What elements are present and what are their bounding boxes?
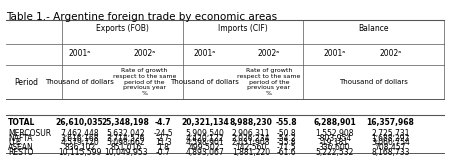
Text: 26,610,035: 26,610,035 [56,118,104,127]
Text: 8,168,733: 8,168,733 [371,148,410,157]
Text: Table 1.- Argentine foreign trade by economic areas: Table 1.- Argentine foreign trade by eco… [6,12,277,23]
Text: 851,016: 851,016 [110,143,141,152]
Text: 2002ᵃ: 2002ᵃ [379,49,401,58]
Text: 1.8: 1.8 [158,143,169,152]
Text: 142,560: 142,560 [235,143,267,152]
Text: 2001ᵃ: 2001ᵃ [324,49,346,58]
Text: 2,906,311: 2,906,311 [232,129,270,138]
Text: Rate of growth
respect to the same
period of the
previous year
%: Rate of growth respect to the same perio… [113,68,176,96]
Text: 4,579,720: 4,579,720 [60,138,99,147]
Text: -55.8: -55.8 [277,138,297,147]
Text: 25,348,198: 25,348,198 [102,118,150,127]
Text: ASEAN: ASEAN [8,143,34,152]
Text: 3,714,526: 3,714,526 [106,134,145,143]
Text: 2,725,731: 2,725,731 [371,129,410,138]
Text: -19,181: -19,181 [320,138,349,147]
Text: 336,600: 336,600 [319,143,351,152]
Text: 4,893,067: 4,893,067 [185,148,224,157]
Text: 5,222,532: 5,222,532 [315,148,354,157]
Text: 3,066,754: 3,066,754 [371,138,410,147]
Text: -50.8: -50.8 [277,129,297,138]
Text: 2,031,908: 2,031,908 [232,138,270,147]
Text: -54.2: -54.2 [277,134,297,143]
Text: 1,881,220: 1,881,220 [232,148,270,157]
Text: 2001ᵃ: 2001ᵃ [194,49,216,58]
Text: Thousand of dollars: Thousand of dollars [339,79,408,85]
Text: 16,357,968: 16,357,968 [367,118,414,127]
Text: 7,462,448: 7,462,448 [60,129,99,138]
Text: 2,026,234: 2,026,234 [232,134,270,143]
Text: -803,954: -803,954 [317,134,352,143]
Text: 836,102: 836,102 [64,143,95,152]
Text: 11.3: 11.3 [155,138,171,147]
Text: 4,598,901: 4,598,901 [185,138,224,147]
Text: 708,457: 708,457 [375,143,406,152]
Text: 499,502: 499,502 [189,143,220,152]
Text: 10,049,953: 10,049,953 [104,148,148,157]
Text: Imports (CIF): Imports (CIF) [218,24,268,33]
Text: NAFTA: NAFTA [8,134,32,143]
Text: 1,688,292: 1,688,292 [371,134,410,143]
Text: 20,321,134: 20,321,134 [181,118,229,127]
Text: -0.7: -0.7 [156,148,171,157]
Text: Rate of growth
respect to the same
period of the
previous year
%: Rate of growth respect to the same perio… [237,68,301,96]
Text: 2002ᵃ: 2002ᵃ [258,49,280,58]
Text: U.E.: U.E. [8,138,23,147]
Text: RESTO: RESTO [8,148,33,157]
Text: -4.7: -4.7 [155,118,171,127]
Text: 2.7: 2.7 [158,134,169,143]
Text: Balance: Balance [359,24,389,33]
Text: -55.8: -55.8 [276,118,297,127]
Text: Thousand of dollars: Thousand of dollars [171,79,239,85]
Text: 5,098,662: 5,098,662 [106,138,145,147]
Text: 10,115,599: 10,115,599 [58,148,101,157]
Text: Thousand of dollars: Thousand of dollars [45,79,114,85]
Text: MERCOSUR: MERCOSUR [8,129,51,138]
Text: TOTAL: TOTAL [8,118,36,127]
Text: -71.5: -71.5 [277,143,297,152]
Text: 2001ᵃ: 2001ᵃ [68,49,91,58]
Text: 4,420,122: 4,420,122 [186,134,224,143]
Text: 8,988,230: 8,988,230 [230,118,272,127]
Text: 6,288,901: 6,288,901 [313,118,356,127]
Text: 5,909,540: 5,909,540 [185,129,224,138]
Text: 5,632,042: 5,632,042 [106,129,145,138]
Text: Period: Period [14,78,38,87]
Text: 3,616,168: 3,616,168 [60,134,99,143]
Text: -24.5: -24.5 [153,129,173,138]
Text: 1,552,908: 1,552,908 [315,129,354,138]
Text: -61.6: -61.6 [277,148,297,157]
Text: 2002ᵃ: 2002ᵃ [133,49,156,58]
Text: Exports (FOB): Exports (FOB) [96,24,148,33]
